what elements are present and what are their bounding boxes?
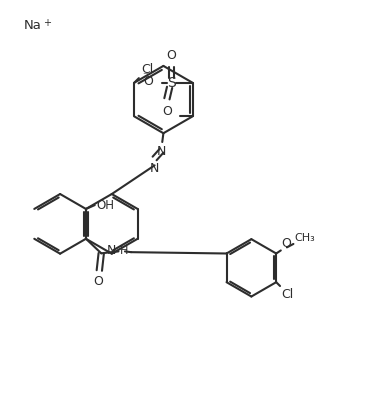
Text: N: N <box>150 162 159 175</box>
Text: H: H <box>120 246 129 256</box>
Text: CH₃: CH₃ <box>294 233 315 243</box>
Text: ⁻: ⁻ <box>142 71 148 81</box>
Text: S: S <box>167 76 176 90</box>
Text: OH: OH <box>97 199 114 212</box>
Text: O: O <box>282 237 291 250</box>
Text: N: N <box>157 145 166 158</box>
Text: O: O <box>94 275 104 288</box>
Text: Cl: Cl <box>282 287 294 300</box>
Text: +: + <box>43 18 51 29</box>
Text: O: O <box>162 105 172 118</box>
Text: N: N <box>106 244 116 257</box>
Text: O: O <box>144 76 154 88</box>
Text: Na: Na <box>24 19 42 32</box>
Text: O: O <box>166 49 177 62</box>
Text: Cl: Cl <box>141 63 153 76</box>
